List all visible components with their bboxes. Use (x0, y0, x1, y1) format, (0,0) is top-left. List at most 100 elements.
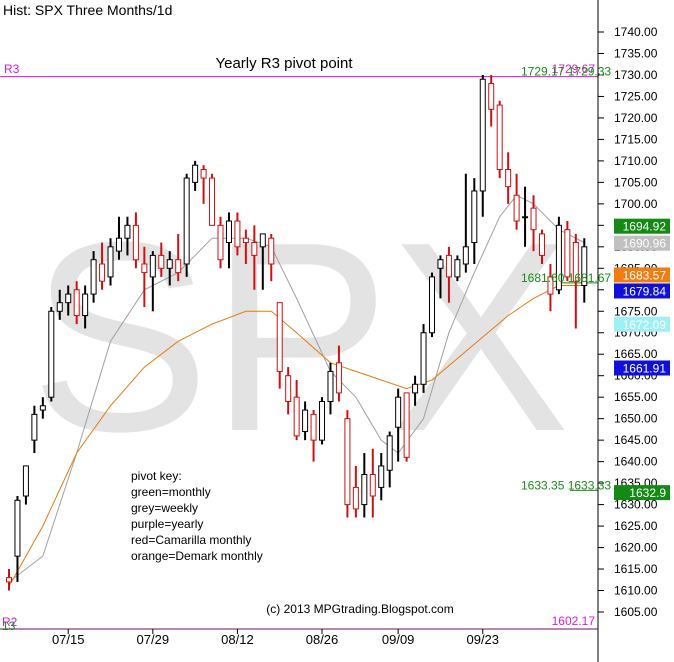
candle (132, 212, 139, 269)
price-tick-label: 1710.00 (614, 154, 658, 168)
price-tag-label: 1694.92 (623, 220, 667, 234)
price-tick-label: 1720.00 (614, 111, 658, 125)
r2-label: R2 (2, 615, 18, 629)
watermark-text: SPX (30, 187, 570, 488)
pivot-key-line: grey=weekly (131, 501, 198, 515)
price-tick-label: 1675.00 (614, 304, 658, 318)
candle-body (149, 254, 156, 278)
candle-body (234, 220, 241, 248)
low-value-label: 1602.17 (552, 614, 596, 628)
price-tick-label: 1700.00 (614, 197, 658, 211)
candle (217, 216, 224, 269)
candle (403, 392, 410, 462)
candle-body (352, 486, 359, 510)
candle (378, 453, 385, 501)
candle (48, 306, 55, 402)
candle-body (90, 259, 97, 295)
price-tick-label: 1650.00 (614, 412, 658, 426)
candle-body (39, 405, 46, 411)
candle-body (115, 237, 122, 252)
candle-body (276, 302, 283, 372)
candle (352, 465, 359, 518)
price-tick-label: 1655.00 (614, 390, 658, 404)
r3-title: Yearly R3 pivot point (215, 55, 353, 72)
watermark-layer: SPX (30, 187, 570, 488)
candle-body (395, 396, 402, 428)
candle-body (183, 177, 190, 265)
candle (39, 397, 46, 419)
candle (327, 362, 334, 415)
candle-body (496, 104, 503, 170)
candle-body (445, 254, 452, 278)
candle-body (166, 259, 173, 269)
candle (14, 496, 21, 582)
price-tags-layer: 1694.92 1690.96 1683.57 1679.84 1672.09 1661.… (614, 218, 670, 501)
candle (369, 448, 376, 518)
price-tag (614, 267, 670, 283)
candle-body (386, 435, 393, 471)
candle (522, 186, 529, 247)
price-tag-label: 1690.96 (623, 237, 667, 251)
candle (192, 160, 199, 191)
date-tick-label: 07/29 (137, 632, 170, 647)
copyright-text: (c) 2013 MPGtrading.Blogspot.com (266, 602, 453, 616)
candle (420, 324, 427, 393)
date-tick-label: 08/12 (221, 632, 254, 647)
price-tag (614, 316, 670, 332)
candle (124, 216, 131, 256)
pivot-key-line: green=monthly (131, 485, 211, 499)
candle-body (107, 246, 114, 278)
candle (56, 289, 63, 320)
candle-body (6, 577, 12, 583)
candle (276, 302, 283, 389)
candle (454, 255, 461, 282)
candle (310, 410, 317, 462)
candle-body (361, 474, 368, 506)
date-axis-layer: 07/15 07/29 08/12 08/26 09/09 09/23 (0, 628, 598, 647)
ma-fast-line (8, 194, 585, 583)
pivot-key-line: orange=Demark monthly (131, 549, 263, 563)
candle (513, 173, 520, 230)
candle (65, 285, 72, 316)
candle-body (175, 259, 182, 274)
price-tick-label: 1610.00 (614, 584, 658, 598)
candle (90, 251, 97, 303)
candle-body (454, 259, 461, 278)
candle-body (268, 237, 275, 265)
price-tick-label: 1725.00 (614, 89, 658, 103)
candle-body (513, 194, 520, 222)
candle (225, 212, 232, 269)
level-value-label: 1633.35 1633.33 (521, 478, 611, 492)
candle (412, 375, 419, 406)
candle (99, 242, 106, 290)
candle-body (22, 465, 29, 497)
candle (386, 431, 393, 488)
candle (319, 397, 326, 445)
candle-body (335, 362, 342, 394)
candle (259, 233, 266, 290)
moving-average-layer (8, 194, 585, 587)
pivot-key-line: purple=yearly (131, 517, 203, 531)
price-tag (614, 218, 670, 234)
r3-value-label: 1729.67 (552, 62, 596, 76)
candle (555, 216, 562, 295)
price-tick-label: 1620.00 (614, 541, 658, 555)
price-tick-label: 1715.00 (614, 132, 658, 146)
candle-body (572, 242, 579, 282)
candle-body (141, 263, 148, 274)
candle-body (564, 229, 571, 278)
candle-body (158, 254, 165, 269)
candle (149, 251, 156, 312)
price-tick-label: 1735.00 (614, 46, 658, 60)
candle (31, 405, 38, 454)
candle-body (555, 224, 562, 291)
candle (505, 152, 512, 204)
candle (251, 225, 258, 290)
pivot-key-line: pivot key: (131, 469, 182, 483)
candle-body (99, 263, 106, 282)
candle (183, 173, 190, 277)
price-tick-label: 1645.00 (614, 433, 658, 447)
candle (479, 74, 486, 217)
price-tick-label: 1625.00 (614, 519, 658, 533)
